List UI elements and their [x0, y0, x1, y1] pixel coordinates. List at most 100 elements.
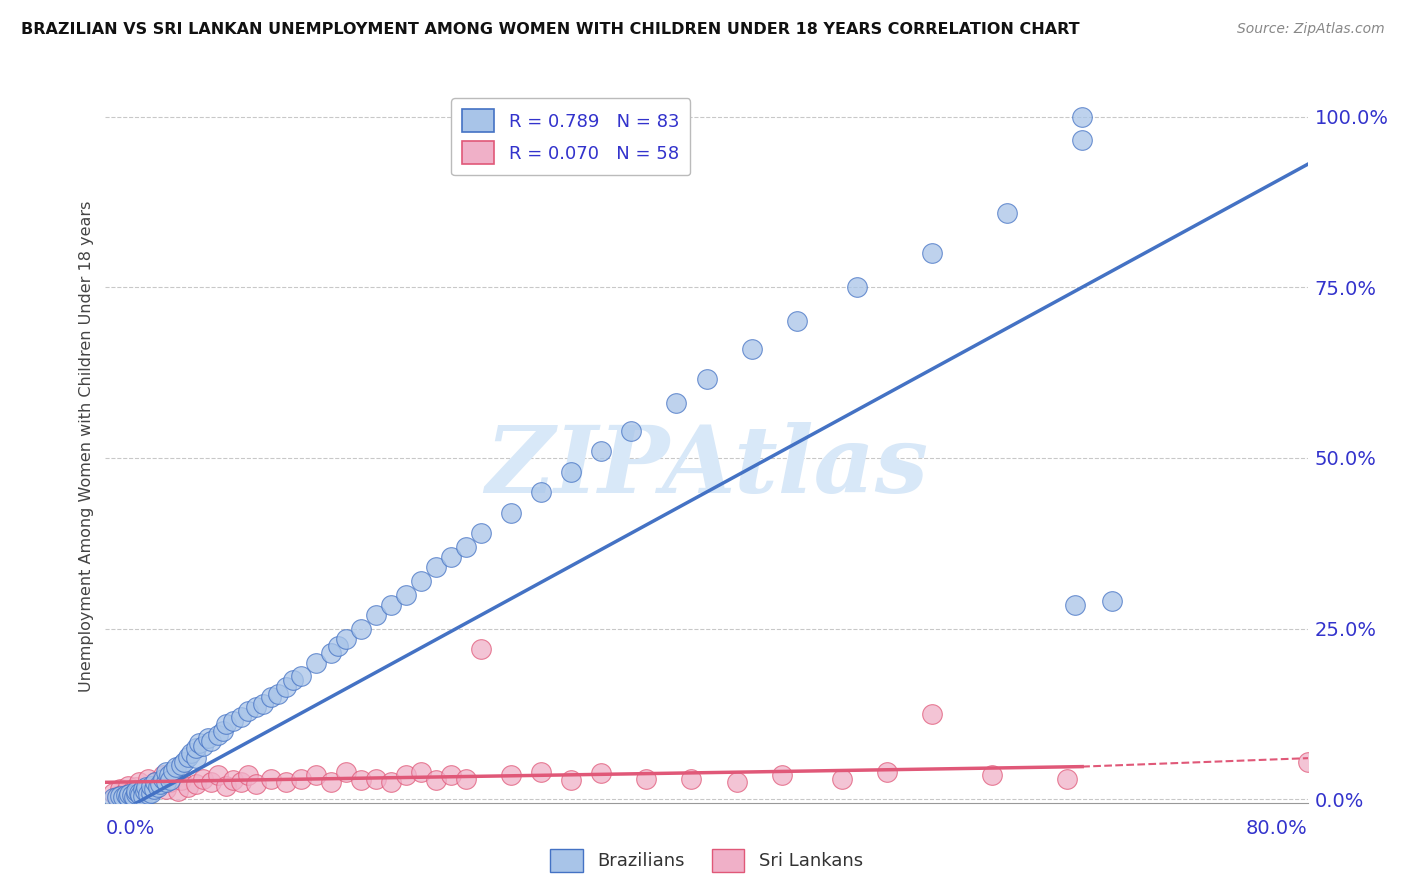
Point — [620, 424, 643, 438]
Point — [124, 787, 146, 801]
Point — [207, 727, 229, 741]
Point — [162, 764, 184, 778]
Point — [148, 777, 170, 791]
Point — [335, 632, 357, 646]
Point — [252, 697, 274, 711]
Point — [229, 710, 252, 724]
Point — [530, 485, 553, 500]
Point — [267, 687, 290, 701]
Point — [665, 396, 688, 410]
Point — [184, 751, 207, 765]
Point — [112, 787, 135, 801]
Point — [200, 734, 222, 748]
Point — [184, 777, 207, 791]
Point — [454, 540, 477, 554]
Point — [128, 786, 150, 800]
Point — [191, 772, 214, 786]
Point — [395, 588, 418, 602]
Point — [636, 772, 658, 786]
Y-axis label: Unemployment Among Women with Children Under 18 years: Unemployment Among Women with Children U… — [79, 201, 94, 691]
Point — [440, 549, 463, 564]
Point — [184, 741, 207, 756]
Point — [245, 700, 267, 714]
Point — [117, 790, 139, 805]
Point — [741, 342, 763, 356]
Point — [134, 784, 156, 798]
Point — [770, 768, 793, 782]
Point — [1063, 598, 1085, 612]
Text: Source: ZipAtlas.com: Source: ZipAtlas.com — [1237, 22, 1385, 37]
Point — [142, 782, 165, 797]
Point — [238, 768, 260, 782]
Point — [1296, 755, 1319, 769]
Point — [335, 765, 357, 780]
Point — [260, 690, 283, 704]
Point — [409, 574, 432, 588]
Point — [115, 788, 138, 802]
Text: BRAZILIAN VS SRI LANKAN UNEMPLOYMENT AMONG WOMEN WITH CHILDREN UNDER 18 YEARS CO: BRAZILIAN VS SRI LANKAN UNEMPLOYMENT AMO… — [21, 22, 1080, 37]
Point — [876, 765, 898, 780]
Point — [470, 526, 492, 541]
Point — [274, 775, 297, 789]
Point — [380, 598, 402, 612]
Point — [118, 787, 141, 801]
Point — [1101, 594, 1123, 608]
Text: ZIPAtlas: ZIPAtlas — [485, 423, 928, 512]
Point — [117, 779, 139, 793]
Point — [107, 789, 129, 803]
Point — [222, 714, 245, 728]
Point — [169, 758, 191, 772]
Point — [470, 642, 492, 657]
Point — [187, 736, 209, 750]
Point — [290, 772, 312, 786]
Text: 80.0%: 80.0% — [1246, 819, 1308, 838]
Point — [124, 784, 146, 798]
Point — [591, 766, 613, 780]
Point — [146, 780, 169, 794]
Point — [260, 772, 283, 786]
Point — [177, 750, 200, 764]
Point — [122, 789, 145, 804]
Point — [921, 706, 943, 721]
Point — [101, 791, 124, 805]
Point — [696, 372, 718, 386]
Point — [786, 314, 808, 328]
Point — [591, 444, 613, 458]
Point — [166, 784, 188, 798]
Point — [501, 768, 523, 782]
Point — [283, 673, 305, 687]
Point — [1071, 133, 1094, 147]
Point — [380, 775, 402, 789]
Point — [143, 775, 166, 789]
Point — [110, 782, 132, 797]
Point — [245, 777, 267, 791]
Point — [350, 622, 373, 636]
Point — [159, 775, 181, 789]
Point — [274, 680, 297, 694]
Legend: Brazilians, Sri Lankans: Brazilians, Sri Lankans — [543, 842, 870, 880]
Point — [560, 465, 582, 479]
Point — [440, 768, 463, 782]
Point — [290, 669, 312, 683]
Point — [121, 789, 143, 803]
Point — [200, 775, 222, 789]
Point — [177, 780, 200, 794]
Point — [169, 773, 191, 788]
Point — [180, 746, 202, 760]
Point — [425, 773, 447, 788]
Point — [831, 772, 853, 786]
Point — [725, 775, 748, 789]
Point — [305, 768, 328, 782]
Point — [191, 739, 214, 753]
Point — [159, 773, 181, 788]
Point — [129, 789, 152, 803]
Point — [136, 772, 159, 786]
Point — [136, 787, 159, 801]
Point — [165, 759, 187, 773]
Point — [155, 782, 177, 797]
Point — [229, 775, 252, 789]
Point — [107, 790, 129, 805]
Point — [110, 789, 132, 803]
Point — [921, 246, 943, 260]
Point — [319, 646, 342, 660]
